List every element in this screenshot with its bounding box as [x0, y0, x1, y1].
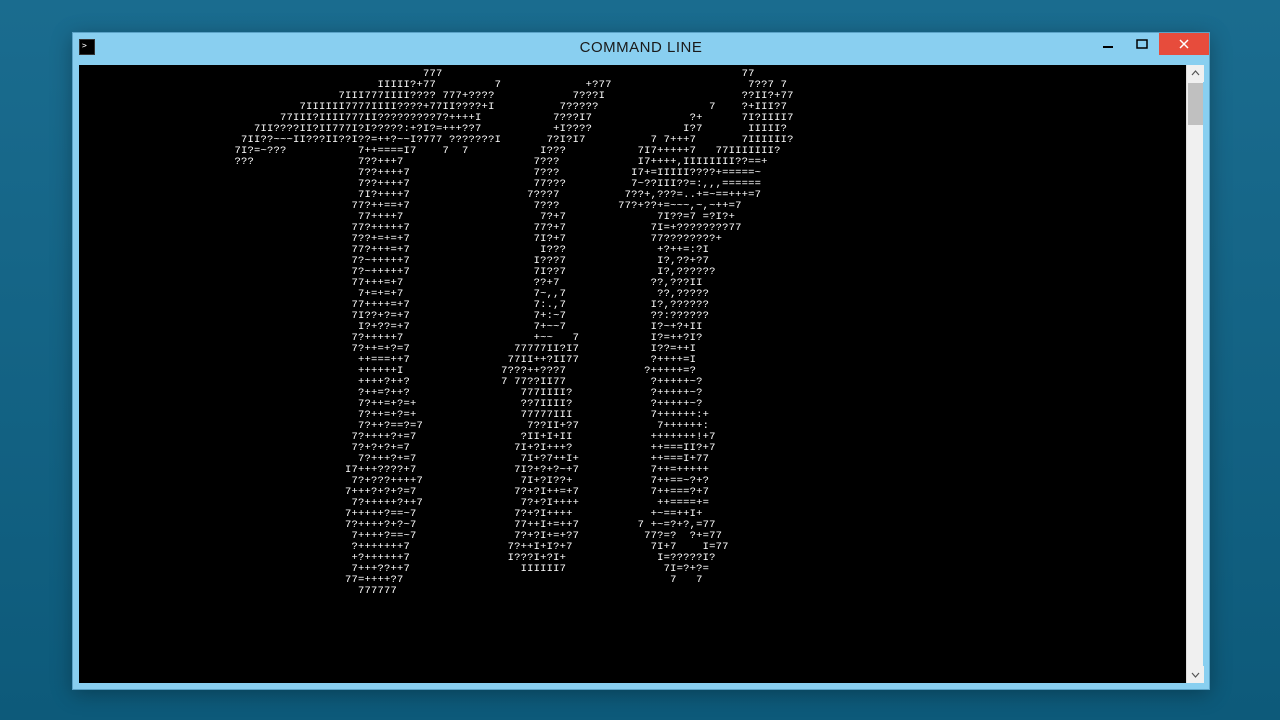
- chevron-down-icon: [1191, 670, 1200, 679]
- terminal-output[interactable]: 777 77 IIIII?+77 7 +?77 7??7 7: [79, 65, 1186, 683]
- scroll-down-button[interactable]: [1187, 666, 1204, 683]
- vertical-scrollbar[interactable]: [1186, 65, 1203, 683]
- maximize-icon: [1136, 38, 1148, 50]
- titlebar[interactable]: COMMAND LINE: [73, 33, 1209, 61]
- scrollbar-thumb[interactable]: [1188, 83, 1203, 125]
- close-button[interactable]: [1159, 33, 1209, 55]
- window-title: COMMAND LINE: [580, 39, 703, 56]
- terminal-container: 777 77 IIIII?+77 7 +?77 7??7 7: [79, 65, 1203, 683]
- window-controls: [1091, 33, 1209, 55]
- close-icon: [1178, 38, 1190, 50]
- maximize-button[interactable]: [1125, 33, 1159, 55]
- chevron-up-icon: [1191, 69, 1200, 78]
- command-line-window: COMMAND LINE: [72, 32, 1210, 690]
- scroll-up-button[interactable]: [1187, 65, 1204, 82]
- terminal-app-icon: [79, 39, 95, 55]
- minimize-button[interactable]: [1091, 33, 1125, 55]
- minimize-icon: [1102, 38, 1114, 50]
